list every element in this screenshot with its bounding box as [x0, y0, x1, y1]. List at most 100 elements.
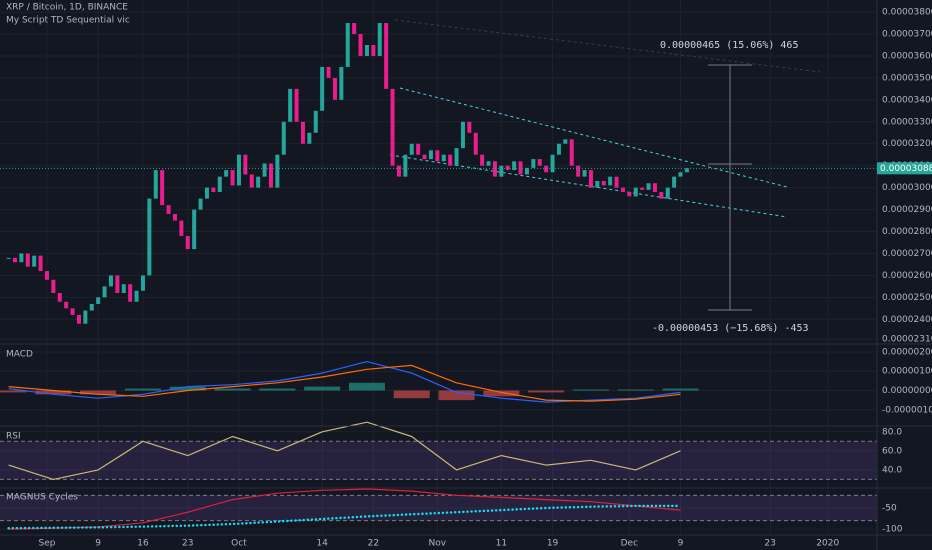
candle [256, 176, 261, 188]
candle [25, 253, 30, 267]
y-tick-label: 0.00003800 [882, 8, 932, 18]
y-tick-label: 0.00002600 [882, 271, 932, 281]
histogram-bar [438, 390, 475, 401]
candle [620, 187, 625, 193]
candle [633, 187, 638, 197]
candle [332, 77, 337, 100]
pane-title: MAGNUS Cycles [6, 493, 78, 503]
y-tick-label: 0.00002500 [882, 293, 932, 303]
histogram-bar [662, 388, 699, 391]
faded-trendline [394, 19, 821, 73]
histogram-bar [124, 388, 161, 391]
candle [57, 292, 62, 302]
candle [569, 139, 574, 166]
candle [492, 161, 497, 177]
candle [588, 170, 593, 188]
candle [275, 154, 280, 188]
candle [550, 154, 555, 173]
pane-title: MACD [6, 350, 33, 360]
bands [0, 440, 877, 522]
y-tick-label: 0.00002800 [882, 227, 932, 237]
candle [12, 257, 17, 263]
histogram-bar [80, 390, 117, 395]
histogram-bar [304, 386, 341, 391]
histogram-bar [528, 390, 565, 393]
y-tick-label: 0.00000100 [882, 367, 932, 377]
marks [0, 23, 877, 530]
candle [121, 284, 126, 293]
candle [198, 198, 203, 210]
candle [339, 66, 344, 100]
candle [6, 257, 11, 259]
candle [544, 165, 549, 173]
candle [531, 159, 536, 168]
y-tick-label: 0.00002700 [882, 249, 932, 259]
candle [524, 167, 529, 175]
candle [96, 297, 101, 304]
candle [358, 34, 363, 56]
x-tick-label: 11 [496, 539, 507, 549]
y-tick-label: 0.00002400 [882, 315, 932, 325]
measure-down-label: -0.00000453 (−15.68%) -453 [652, 323, 809, 334]
candle [646, 183, 651, 190]
candle [659, 192, 664, 199]
y-tick-label: 40.0 [882, 465, 902, 475]
y-tick-label: -100 [882, 525, 903, 535]
x-tick-label: 9 [95, 539, 101, 549]
x-tick-label: 22 [368, 539, 379, 549]
candle [422, 154, 427, 160]
candle [313, 110, 318, 133]
candle [211, 187, 216, 193]
candle [108, 275, 113, 287]
candle [300, 121, 305, 144]
histogram-bar [0, 390, 27, 393]
band-fill [0, 441, 877, 480]
candle [556, 143, 561, 155]
y-tick-label: 60.0 [882, 446, 902, 456]
candle [76, 314, 81, 324]
candle [512, 161, 517, 171]
candle [678, 172, 683, 177]
candle [364, 44, 369, 56]
candle [217, 176, 222, 193]
y-tick-label: 0.00000000 [882, 386, 932, 396]
candle [64, 301, 69, 309]
candle [684, 168, 689, 173]
x-tick-label: 9 [678, 539, 684, 549]
series-line [8, 488, 681, 530]
candle [320, 66, 325, 111]
y-tick-label: 0.00002900 [882, 205, 932, 215]
candle [153, 170, 158, 199]
candle [179, 220, 184, 236]
band-fill [0, 495, 877, 521]
candle [454, 148, 459, 166]
candle [160, 170, 165, 206]
pane-title: RSI [6, 432, 21, 442]
candle [403, 154, 408, 177]
y-tick-label: 0.00003200 [882, 139, 932, 149]
candle [595, 181, 600, 188]
y-tick-label: 0.00003600 [882, 51, 932, 61]
candle [460, 121, 465, 149]
candle [102, 286, 107, 298]
candle [390, 88, 395, 166]
y-tick-label: -50 [882, 503, 897, 513]
x-tick-label: 19 [547, 539, 559, 549]
x-tick-label: 23 [182, 539, 193, 549]
x-tick-label: 23 [764, 539, 775, 549]
candle [326, 66, 331, 78]
chart-subtitle: My Script TD Sequential vic [6, 16, 130, 26]
histogram-bar [393, 390, 430, 399]
grid [0, 0, 877, 535]
candle [288, 88, 293, 122]
histogram-bar [348, 382, 385, 391]
chart-title: XRP / Bitcoin, 1D, BINANCE [6, 3, 128, 13]
candle [192, 209, 197, 250]
histogram-bar [483, 390, 520, 397]
last-price-box [877, 162, 932, 175]
candle [428, 150, 433, 160]
candle [448, 154, 453, 166]
measure-up-label: 0.00000465 (15.06%) 465 [660, 40, 798, 51]
last-price-label: 0.00003088 [880, 164, 932, 174]
candle [582, 170, 587, 177]
